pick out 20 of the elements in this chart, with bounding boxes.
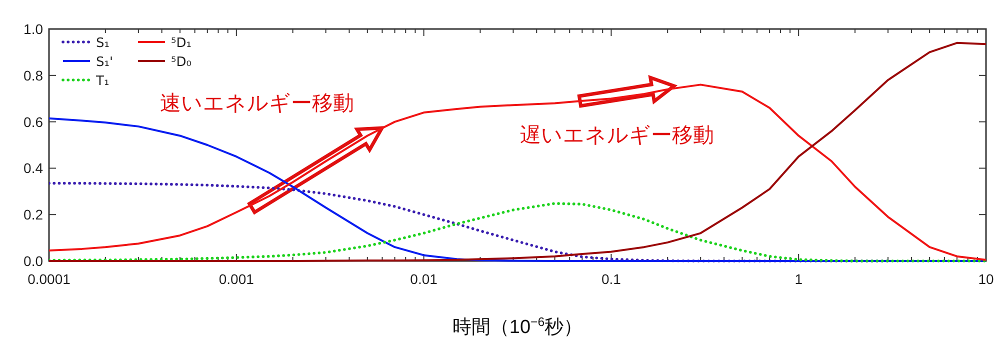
legend-label: ⁵D₁	[171, 36, 192, 51]
annotation: 速いエネルギー移動	[160, 92, 354, 115]
y-tick-label: 0.6	[24, 114, 44, 130]
y-tick-label: 0.0	[24, 253, 44, 269]
legend-label: ⁵D₀	[171, 55, 192, 70]
x-axis-title: 時間（10$^{−6}$秒）	[452, 315, 583, 338]
x-tick-label: 1	[794, 271, 803, 287]
y-tick-label: 0.8	[24, 67, 44, 84]
y-tick-label: 1.0	[24, 21, 44, 37]
x-tick-label: 0.01	[410, 271, 438, 287]
y-tick-label: 0.4	[24, 160, 44, 176]
y-tick-label: 0.2	[24, 206, 44, 223]
x-tick-label: 0.1	[601, 271, 622, 287]
x-tick-label: 10	[978, 271, 994, 287]
annotation: 遅いエネルギー移動	[520, 124, 714, 147]
legend-label: T₁	[95, 74, 110, 89]
x-tick-label: 0.001	[218, 271, 254, 287]
legend-label: S₁'	[96, 55, 114, 70]
x-tick-label: 0.0001	[28, 271, 71, 287]
legend-label: S₁	[96, 36, 110, 51]
